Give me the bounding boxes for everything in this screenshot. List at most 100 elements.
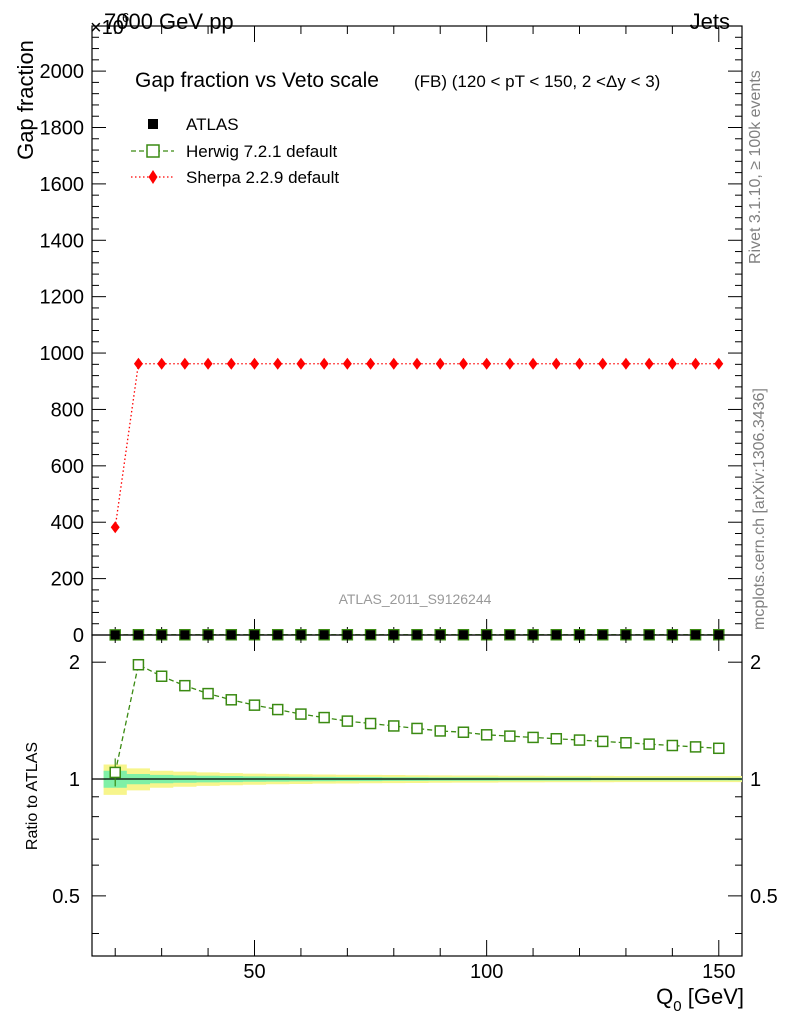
herwig-ratio-point [411,722,423,735]
herwig-ratio-point [295,708,307,720]
sherpa-point [133,357,143,370]
ratio-x-tick-label: 100 [470,961,503,983]
sherpa-point [180,357,190,370]
legend-sherpa-label: Sherpa 2.2.9 default [186,168,339,187]
sherpa-point [110,521,120,534]
main-y-tick-label: 200 [51,569,84,591]
sherpa-point [575,357,584,370]
herwig-ratio-point [225,694,238,706]
legend-atlas-label: ATLAS [186,115,239,134]
x-axis-label-sub: 0 [673,998,681,1015]
legend: ATLAS Herwig 7.2.1 default Sherpa 2.2.9 … [131,115,339,187]
sherpa-point [319,357,329,370]
sherpa-point [482,357,492,370]
main-y-axis: 0 200 400 600 800 1000 1200 1400 1600 1800 2000 [40,25,742,647]
ratio-x-axis: 50 100 150 [114,635,735,983]
main-y-tick-label: 1200 [40,287,85,309]
herwig-ratio-point [666,739,679,752]
analysis-watermark: ATLAS_2011_S9126244 [339,591,492,607]
chart-title: Gap fraction vs Veto scale [135,69,379,92]
x-axis-label-unit: [GeV] [682,984,744,1009]
sherpa-point [458,357,468,370]
ratio-frame [91,634,743,957]
ratio-x-tick-label: 150 [702,961,735,983]
sherpa-point [203,357,213,370]
ratio-y-tick-label: 0.5 [52,886,80,908]
sherpa-point [598,357,608,370]
main-y-tick-label: 600 [51,456,84,478]
herwig-ratio-point [457,726,470,738]
sherpa-point [528,357,538,370]
main-y-axis-label: Gap fraction [13,40,38,160]
main-y-tick-label: 1000 [40,343,85,365]
legend-herwig-label: Herwig 7.2.1 default [186,142,337,161]
sherpa-point [551,357,561,370]
legend-sherpa-marker [148,170,158,184]
mcplots-label: mcplots.cern.ch [arXiv:1306.3436] [751,388,768,630]
exponent-power: 6 [122,10,129,25]
main-y-tick-label: 2000 [40,61,85,83]
x-axis-label: Q0 [GeV] [656,984,744,1015]
rivet-label: Rivet 3.1.10, ≥ 100k events [747,70,764,264]
herwig-ratio-point [504,730,516,742]
herwig-ratio-point [713,742,725,755]
sherpa-point [296,357,306,370]
ratio-y-axis-label: Ratio to ATLAS [24,742,41,850]
ratio-y-tick-label-right: 2 [750,652,761,674]
sherpa-line [114,363,719,528]
sherpa-point [691,357,701,370]
herwig-ratio-point [271,703,284,716]
main-y-tick-label: 400 [51,512,84,534]
sherpa-point [714,357,724,370]
legend-atlas-marker [148,119,158,129]
herwig-ratio-point [132,658,145,671]
herwig-ratio-point [388,720,400,732]
main-panel: 0 200 400 600 800 1000 1200 1400 1600 1800 2000 Ga… [13,25,743,647]
sherpa-point [389,357,399,370]
herwig-ratio-point [318,711,330,724]
herwig-ratio-point [155,670,168,682]
main-y-tick-label: 0 [73,625,84,647]
sherpa-point [667,357,677,370]
ratio-x-tick-label: 50 [243,961,265,983]
herwig-ratio-point [434,725,446,737]
sherpa-point [250,357,259,370]
ratio-y-tick-label: 1 [69,769,80,791]
herwig-ratio-point [202,687,214,700]
sherpa-point [621,357,631,370]
sherpa-point [435,357,445,370]
herwig-ratio-point [109,766,121,779]
sherpa-point [366,357,376,370]
sherpa-point [273,357,283,370]
herwig-ratio-point [643,738,655,750]
sherpa-point [412,357,422,370]
main-y-tick-label: 1600 [40,174,85,196]
x-axis-label-main: Q [656,984,673,1009]
herwig-ratio-line [114,663,719,773]
legend-herwig-marker [146,144,160,158]
sherpa-point [226,357,236,370]
herwig-ratio-point [527,731,539,744]
sherpa-point [157,357,167,370]
ratio-uncertainty-band [92,764,743,795]
herwig-ratio-point [364,717,377,730]
main-y-tick-label: 1800 [40,118,85,140]
herwig-ratio-point [620,737,632,749]
ratio-y-tick-label: 2 [69,652,80,674]
main-y-tick-label: 1400 [40,230,85,252]
herwig-ratio-point [179,679,191,692]
main-y-tick-label: 800 [51,399,84,421]
herwig-ratio-point [573,734,586,746]
sherpa-point [342,357,352,370]
herwig-ratio-point [480,729,493,741]
energy-label: 7000 GeV pp [104,9,234,34]
herwig-ratio-point [341,715,354,727]
herwig-ratio-point [596,735,609,748]
sherpa-point [644,357,654,370]
ratio-y-axis: 0.5 0.5 1 1 2 2 [52,652,778,934]
chart-subtitle: (FB) (120 < pT < 150, 2 <Δy < 3) [414,72,660,91]
ratio-y-tick-label-right: 0.5 [750,886,778,908]
herwig-ratio-point [689,741,702,753]
herwig-ratio-point [248,699,261,711]
